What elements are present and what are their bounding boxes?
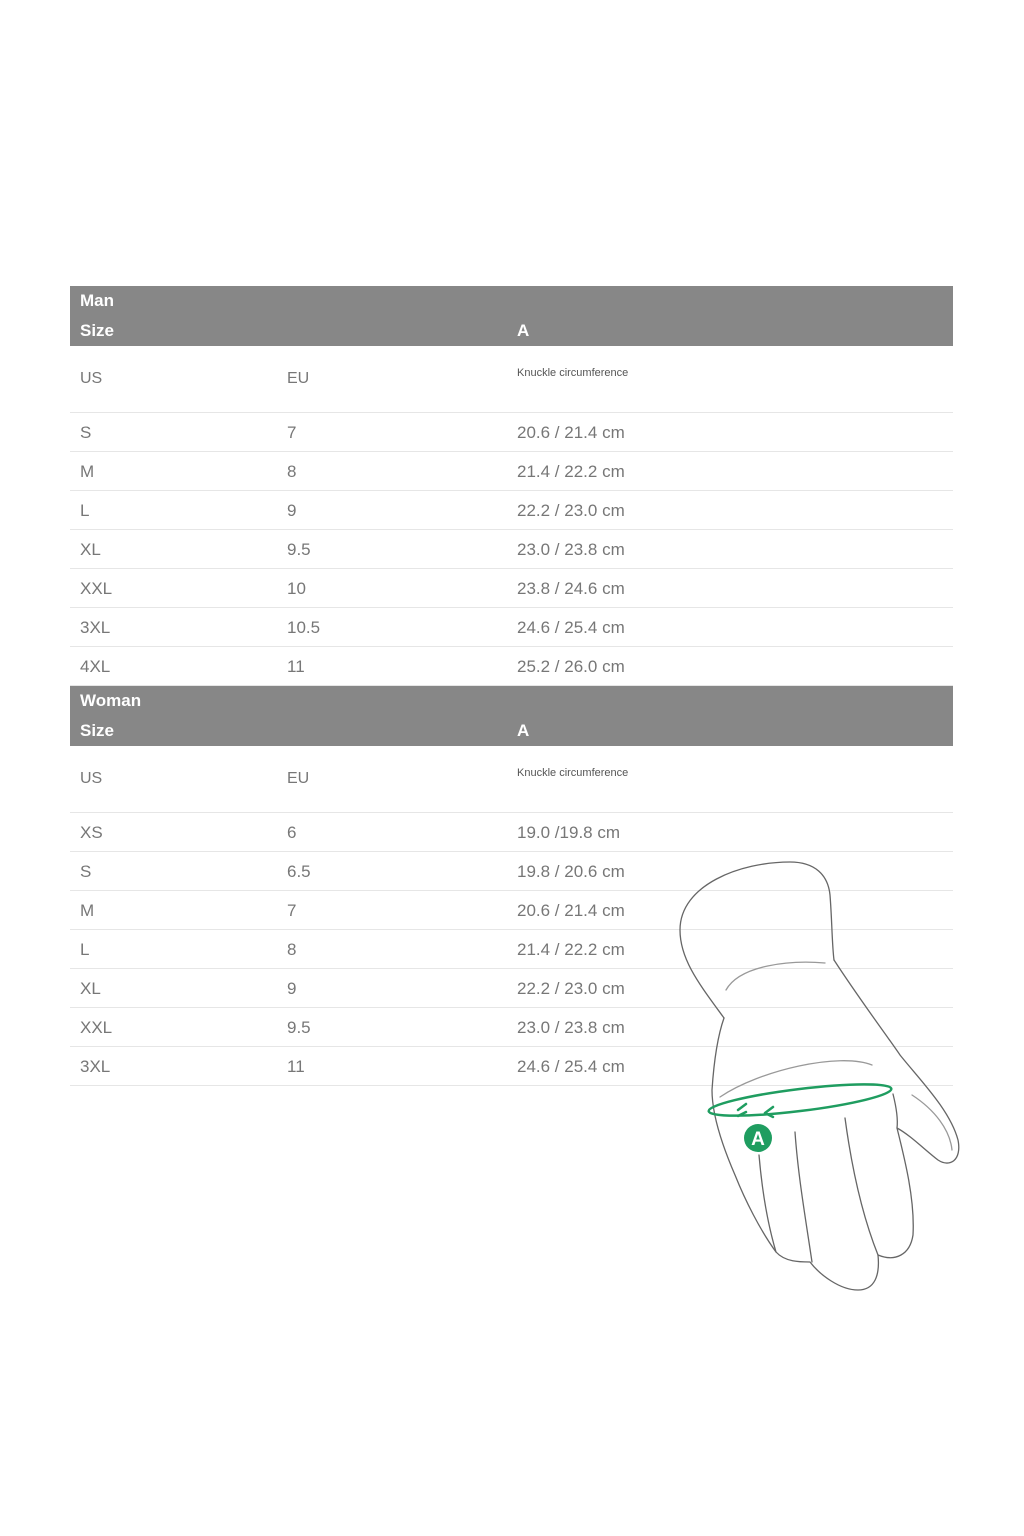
column-knuckle: Knuckle circumference: [517, 367, 629, 379]
cell-us: S: [80, 862, 92, 881]
column-eu: EU: [287, 770, 310, 787]
column-headers: US EU Knuckle circumference: [70, 346, 953, 413]
glove-crease: [725, 961, 826, 991]
cell-us: XL: [80, 540, 101, 559]
table-row: XXL 9.5 23.0 / 23.8 cm: [70, 1008, 953, 1047]
column-us: US: [80, 770, 103, 787]
glove-finger-line: [892, 1093, 899, 1129]
measure-label: A: [517, 321, 530, 340]
column-us: US: [80, 370, 103, 387]
glove-cuff-outline: [679, 861, 835, 1019]
cell-circumference: 20.6 / 21.4 cm: [517, 901, 625, 920]
column-knuckle: Knuckle circumference: [517, 767, 629, 779]
marker-a-badge: [744, 1124, 772, 1152]
cell-circumference: 23.8 / 24.6 cm: [517, 579, 625, 598]
table-row: 3XL 11 24.6 / 25.4 cm: [70, 1047, 953, 1086]
table-row: XXL 10 23.8 / 24.6 cm: [70, 569, 953, 608]
cell-circumference: 23.0 / 23.8 cm: [517, 1018, 625, 1037]
table-row: M 7 20.6 / 21.4 cm: [70, 891, 953, 930]
cell-circumference: 19.8 / 20.6 cm: [517, 862, 625, 881]
size-label: Size: [80, 321, 115, 340]
cell-us: XS: [80, 823, 103, 842]
cell-us: XXL: [80, 1018, 113, 1037]
size-label: Size: [80, 721, 115, 740]
cell-eu: 7: [287, 423, 297, 442]
section-title: Man: [80, 291, 114, 310]
cell-eu: 11: [287, 1057, 305, 1076]
column-eu: EU: [287, 370, 310, 387]
cell-circumference: 24.6 / 25.4 cm: [517, 1057, 625, 1076]
cell-eu: 8: [287, 462, 297, 481]
table-row: XS 6 19.0 /19.8 cm: [70, 813, 953, 852]
table-row: XL 9.5 23.0 / 23.8 cm: [70, 530, 953, 569]
cell-circumference: 22.2 / 23.0 cm: [517, 501, 625, 520]
cell-eu: 8: [287, 940, 297, 959]
cell-eu: 9.5: [287, 540, 311, 559]
cell-eu: 9.5: [287, 1018, 311, 1037]
cell-eu: 11: [287, 657, 305, 676]
cell-us: M: [80, 462, 95, 481]
column-headers: US EU Knuckle circumference: [70, 746, 953, 813]
cell-us: XL: [80, 979, 101, 998]
cell-circumference: 19.0 /19.8 cm: [517, 823, 621, 842]
measurement-indicator: [707, 1083, 893, 1119]
section-title: Woman: [80, 691, 142, 710]
cell-circumference: 24.6 / 25.4 cm: [517, 618, 625, 637]
cell-eu: 6: [287, 823, 297, 842]
cell-us: M: [80, 901, 95, 920]
cell-eu: 9: [287, 501, 297, 520]
cell-circumference: 20.6 / 21.4 cm: [517, 423, 625, 442]
table-row: 3XL 10.5 24.6 / 25.4 cm: [70, 608, 953, 647]
table-row: L 9 22.2 / 23.0 cm: [70, 491, 953, 530]
cell-us: S: [80, 423, 92, 442]
marker-a-label: A: [751, 1129, 765, 1150]
cell-eu: 7: [287, 901, 297, 920]
cell-circumference: 21.4 / 22.2 cm: [517, 940, 625, 959]
glove-finger-line: [794, 1131, 813, 1263]
table-row: 4XL 11 25.2 / 26.0 cm: [70, 647, 953, 686]
glove-thumb-crease: [911, 1094, 953, 1151]
table-row: S 6.5 19.8 / 20.6 cm: [70, 852, 953, 891]
cell-circumference: 25.2 / 26.0 cm: [517, 657, 625, 676]
cell-us: 3XL: [80, 1057, 111, 1076]
glove-finger-line: [844, 1117, 879, 1256]
cell-eu: 9: [287, 979, 297, 998]
table-row: XL 9 22.2 / 23.0 cm: [70, 969, 953, 1008]
section-header: Man Size A: [70, 286, 953, 346]
cell-us: 4XL: [80, 657, 111, 676]
cell-eu: 10: [287, 579, 306, 598]
cell-eu: 10.5: [287, 618, 321, 637]
cell-eu: 6.5: [287, 862, 311, 881]
cell-circumference: 21.4 / 22.2 cm: [517, 462, 625, 481]
glove-crease: [719, 1060, 873, 1098]
glove-finger-line: [758, 1154, 777, 1253]
glove-hand-outline: [711, 959, 960, 1291]
table-row: S 7 20.6 / 21.4 cm: [70, 413, 953, 452]
cell-us: 3XL: [80, 618, 111, 637]
cell-us: XXL: [80, 579, 113, 598]
table-row: M 8 21.4 / 22.2 cm: [70, 452, 953, 491]
cell-circumference: 23.0 / 23.8 cm: [517, 540, 625, 559]
section-header: Woman Size A: [70, 686, 953, 746]
cell-us: L: [80, 940, 90, 959]
table-row: L 8 21.4 / 22.2 cm: [70, 930, 953, 969]
cell-circumference: 22.2 / 23.0 cm: [517, 979, 625, 998]
measure-label: A: [517, 721, 530, 740]
cell-us: L: [80, 501, 90, 520]
